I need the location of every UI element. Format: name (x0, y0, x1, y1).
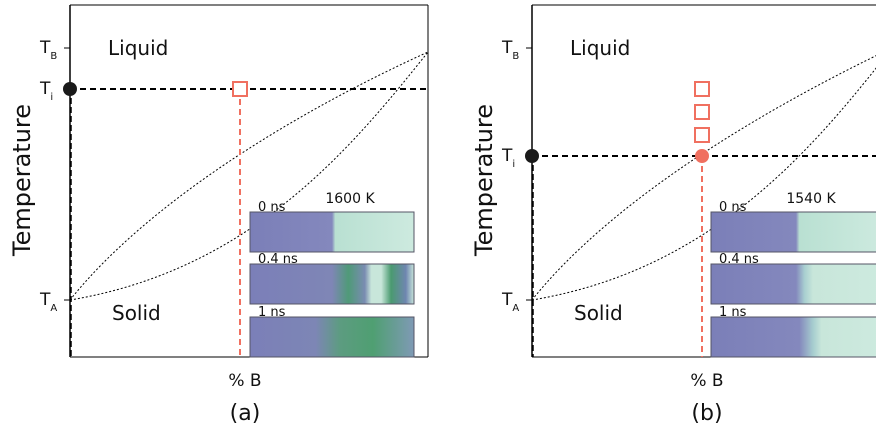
solid-point (695, 149, 709, 163)
y-tick-label: TA (501, 290, 519, 314)
snapshot (250, 212, 414, 252)
y-tick-label: TB (39, 38, 57, 62)
region-label: Liquid (570, 36, 630, 60)
axis-label: Temperature (8, 104, 36, 257)
tick-sub: i (512, 159, 515, 170)
snapshot (711, 317, 876, 357)
start-point (525, 149, 539, 163)
tick-sub: i (50, 92, 53, 103)
y-tick-label: Ti (39, 79, 53, 103)
snapshot (250, 264, 414, 304)
snapshot (711, 264, 876, 304)
start-point (63, 82, 77, 96)
tick-sub: A (512, 303, 519, 314)
tick-main: T (501, 38, 513, 58)
snapshot (711, 212, 876, 252)
time-label: 0.4 ns (719, 252, 759, 267)
liquid-marker (233, 82, 247, 96)
temperature-label: 1600 K (325, 191, 375, 207)
liquid-marker (695, 105, 709, 119)
y-tick-label: TB (501, 38, 519, 62)
region-label: Solid (112, 301, 161, 325)
temperature-label: 1540 K (786, 191, 836, 207)
region-label: Solid (574, 301, 623, 325)
time-label: 1 ns (258, 305, 286, 320)
caption: (a) (230, 401, 261, 426)
x-axis-label: % B (690, 371, 723, 391)
y-tick-label: TA (39, 290, 57, 314)
caption: (b) (691, 401, 722, 426)
y-tick-label: Ti (501, 146, 515, 170)
snapshot (250, 317, 414, 357)
time-label: 0 ns (719, 200, 747, 215)
time-label: 0 ns (258, 200, 286, 215)
figure: TBTiTATemperatureLiquidSolid% B(a)1600 K… (0, 0, 876, 435)
tick-sub: A (50, 303, 57, 314)
tick-sub: B (512, 51, 519, 62)
region-label: Liquid (108, 36, 168, 60)
tick-main: T (39, 290, 51, 310)
tick-sub: B (50, 51, 57, 62)
time-label: 0.4 ns (258, 252, 298, 267)
tick-main: T (501, 290, 513, 310)
tick-main: T (39, 79, 51, 99)
tick-main: T (39, 38, 51, 58)
axis-label: Temperature (470, 104, 498, 257)
page: {"panels": [ {"caption": "(a)", "y_axis_… (0, 0, 876, 435)
x-axis-label: % B (228, 371, 261, 391)
liquid-marker (695, 82, 709, 96)
tick-main: T (501, 146, 513, 166)
time-label: 1 ns (719, 305, 747, 320)
liquid-marker (695, 128, 709, 142)
